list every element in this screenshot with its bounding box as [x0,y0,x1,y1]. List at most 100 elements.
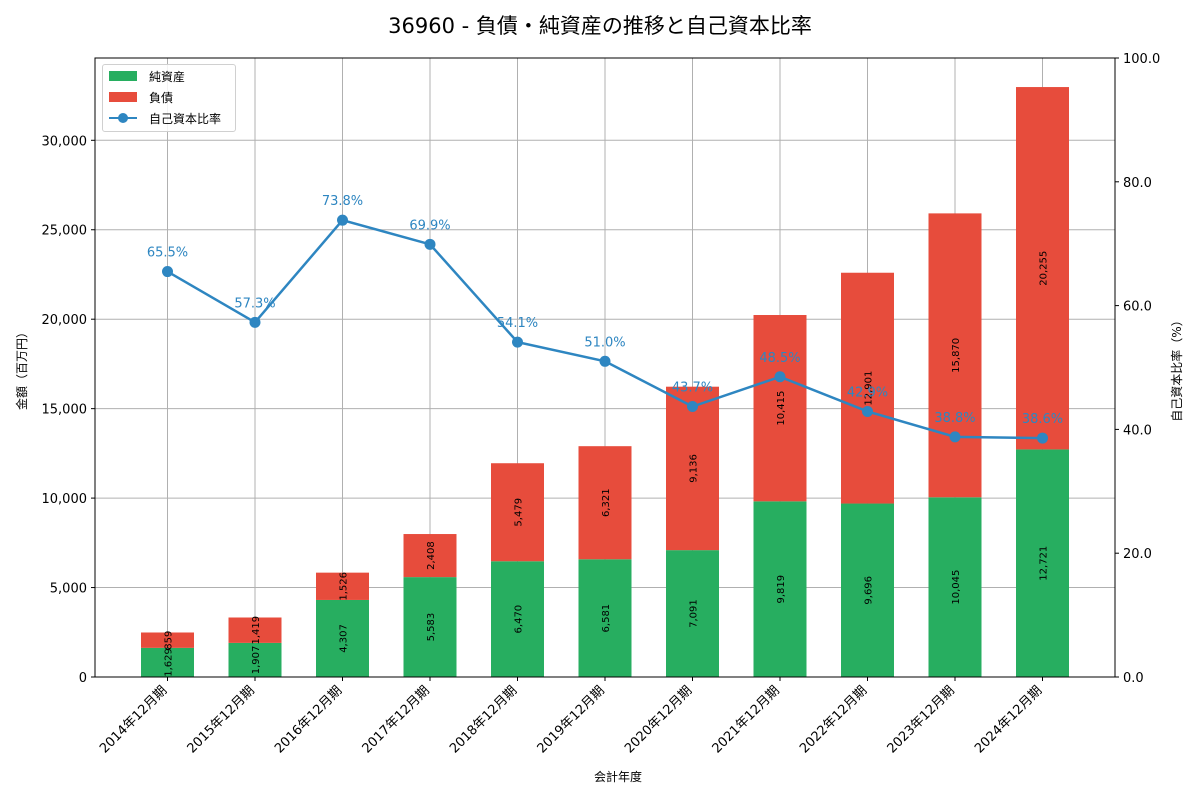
equity-bar [1016,449,1069,677]
liabilities-bar [1016,87,1069,450]
chart-title: 36960 - 負債・純資産の推移と自己資本比率 [388,14,812,38]
liabilities-value-label: 1,419 [251,616,262,645]
legend-label-equity: 純資産 [149,69,186,84]
equity-bar [316,599,369,677]
x-tick-label: 2024年12月期 [972,683,1045,756]
equity-value-label: 1,629 [164,648,175,677]
liabilities-value-label: 10,415 [776,391,787,426]
equity-value-label: 10,045 [951,570,962,605]
ratio-point-marker [862,405,873,417]
y-tick-label: 10,000 [42,492,88,507]
liabilities-bar [228,617,282,643]
ratio-value-label: 38.6% [1022,412,1063,427]
x-tick-label: 2016年12月期 [272,683,345,756]
ratio-value-label: 38.8% [934,411,975,426]
y-tick-label: 25,000 [42,224,88,239]
liabilities-value-label: 1,526 [339,572,350,601]
equity-bar [141,647,194,677]
equity-value-label: 9,819 [776,575,787,604]
y-axis-label: 金額（百万円） [14,326,29,410]
equity-value-label: 9,696 [864,576,875,605]
x-tick-label: 2014年12月期 [97,683,170,756]
liabilities-bar [841,272,894,504]
liabilities-bar [928,213,982,498]
y2-axis-label: 自己資本比率（%） [1169,314,1184,421]
equity-bar [666,550,719,677]
x-axis-label: 会計年度 [594,769,642,784]
liabilities-value-label: 6,321 [601,488,612,517]
legend-label-liabilities: 負債 [149,90,174,105]
ratio-line: 65.5% 57.3% 73.8% 69.9% 54.1% 51.0% 43.7% 48.5%… [147,194,1063,444]
ratio-line-marker-icon [109,113,137,123]
equity-bar [491,561,544,677]
equity-value-label: 7,091 [689,599,700,628]
liabilities-value-label: 20,255 [1039,251,1050,286]
liabilities-bar [666,386,719,551]
ratio-point-marker [774,371,786,383]
x-tick-label: 2020年12月期 [622,683,695,756]
legend-item-ratio: 自己資本比率 [109,109,221,127]
equity-bar [228,642,282,677]
ratio-point-marker [337,214,348,226]
x-tick-label: 2017年12月期 [360,683,433,756]
y-tick-label: 30,000 [42,134,88,149]
ratio-point-marker [1037,432,1048,444]
ratio-value-label: 54.1% [497,316,538,331]
liabilities-value-label: 5,479 [514,498,525,527]
ratio-value-label: 65.5% [147,246,188,261]
x-tick-label: 2023年12月期 [885,683,958,756]
ratio-value-label: 42.9% [847,385,888,400]
ratio-point-marker [687,400,698,412]
equity-value-label: 12,721 [1039,546,1050,581]
y2-tick-label: 60.0 [1123,300,1152,315]
liabilities-value-label: 12,901 [864,371,875,406]
liabilities-bar [753,315,807,502]
equity-value-label: 4,307 [339,624,350,653]
x-tick-label: 2022年12月期 [797,683,870,756]
equity-bar [578,559,632,677]
liabilities-bar [578,446,632,560]
equity-bar [928,497,982,677]
legend: 純資産 負債 自己資本比率 [102,64,236,132]
equity-bar [403,577,457,677]
liabilities-value-label: 9,136 [689,454,700,483]
x-tick-label: 2019年12月期 [535,683,608,756]
liabilities-value-label: 859 [164,631,175,650]
liabilities-value-label: 15,870 [951,338,962,373]
y-tick-label: 15,000 [42,403,88,418]
ratio-value-label: 48.5% [759,351,800,366]
x-tick-label: 2021年12月期 [710,683,783,756]
equity-value-label: 6,470 [514,605,525,634]
y-tick-label: 5,000 [50,582,87,597]
ratio-value-label: 43.7% [672,380,713,395]
liabilities-bar [141,632,194,648]
ratio-value-label: 57.3% [234,296,275,311]
equity-value-label: 6,581 [601,604,612,633]
y-tick-label: 0 [79,671,87,686]
ratio-value-label: 73.8% [322,194,363,209]
y2-tick-label: 0.0 [1123,671,1144,686]
ratio-value-label: 51.0% [584,335,625,350]
liabilities-value-label: 2,408 [426,541,437,570]
equity-value-label: 5,583 [426,613,437,642]
liabilities-bar [491,463,544,562]
legend-label-ratio: 自己資本比率 [149,111,222,126]
equity-bar [841,503,894,677]
ratio-point-marker [512,336,523,348]
equity-value-label: 1,907 [251,646,262,675]
x-tick-label: 2018年12月期 [447,683,520,756]
legend-item-equity: 純資産 [109,67,185,85]
equity-swatch-icon [109,71,137,81]
liabilities-bar [316,572,369,600]
y2-tick-label: 100.0 [1123,52,1160,67]
y-tick-label: 20,000 [42,313,88,328]
ratio-point-marker [599,355,611,367]
ratio-point-marker [249,316,261,328]
liabilities-swatch-icon [109,92,137,102]
ratio-point-marker [162,266,173,278]
x-tick-label: 2015年12月期 [185,683,258,756]
equity-bar [753,501,807,677]
legend-item-liabilities: 負債 [109,88,173,106]
